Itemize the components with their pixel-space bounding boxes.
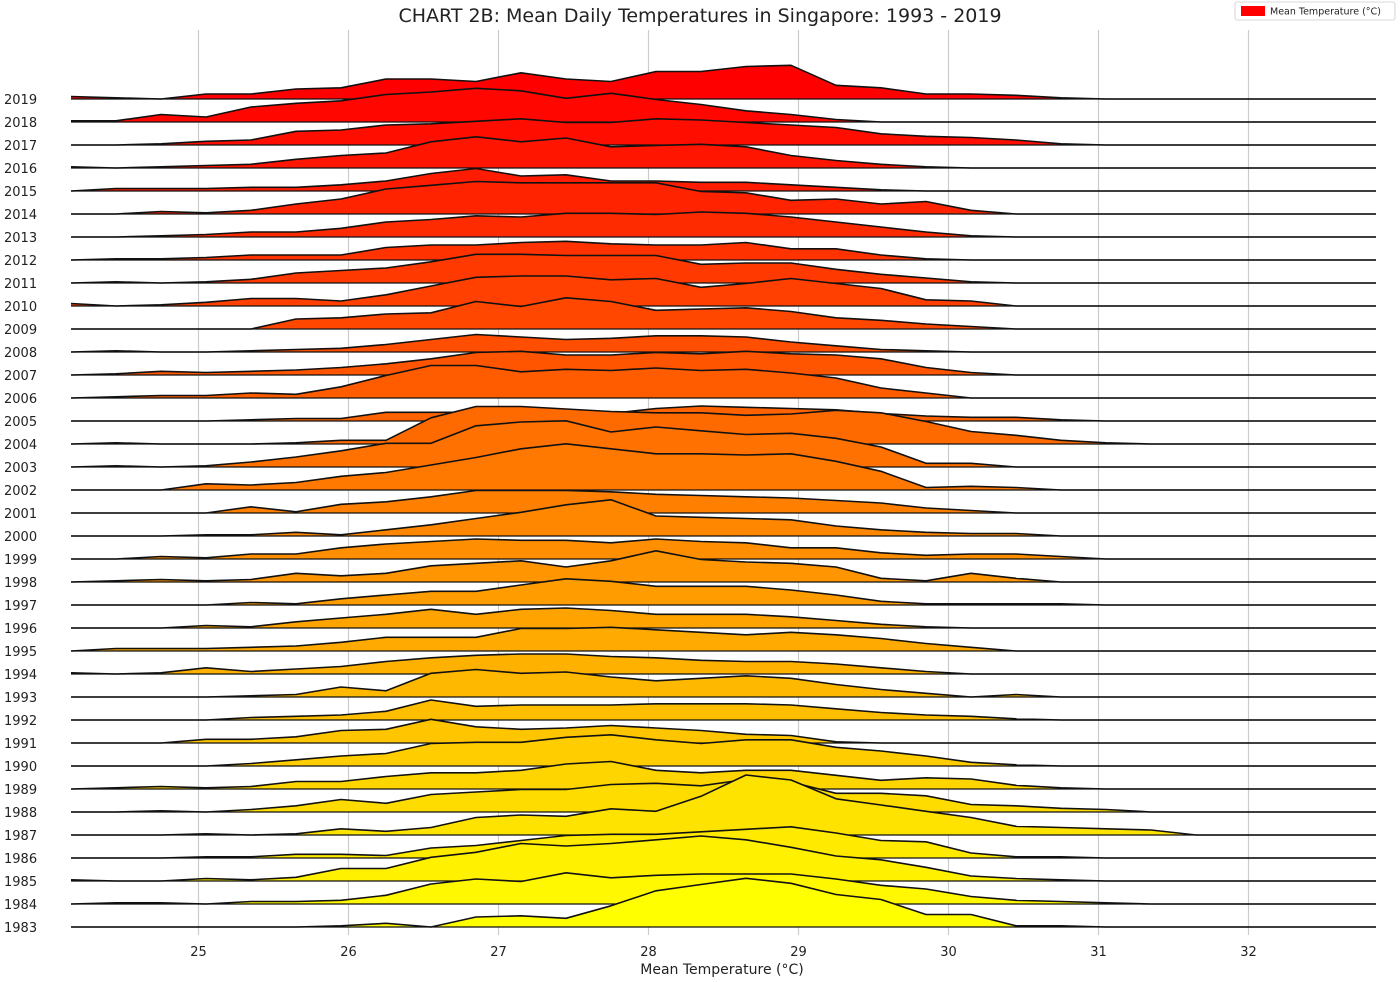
ridge-fill-2011 bbox=[71, 254, 1376, 283]
year-label-2010: 2010 bbox=[4, 300, 37, 315]
ridge-fill-2012 bbox=[71, 241, 1376, 260]
chart-title: CHART 2B: Mean Daily Temperatures in Sin… bbox=[398, 5, 1001, 27]
year-label-1995: 1995 bbox=[4, 645, 37, 660]
year-label-2019: 2019 bbox=[4, 93, 37, 108]
x-tick-label-29: 29 bbox=[790, 945, 807, 960]
legend: Mean Temperature (°C) bbox=[1234, 1, 1396, 21]
x-tick-label-28: 28 bbox=[640, 945, 657, 960]
year-label-1986: 1986 bbox=[4, 852, 37, 867]
year-label-1992: 1992 bbox=[4, 714, 37, 729]
ridge-fill-2010 bbox=[71, 276, 1376, 306]
year-label-layer: 2019 2018 2017 2016 2015 2014 2013 2012 2011 2010… bbox=[4, 93, 37, 936]
year-label-2013: 2013 bbox=[4, 231, 37, 246]
year-label-1989: 1989 bbox=[4, 783, 37, 798]
x-tick-layer: 25 26 27 28 29 30 31 32 bbox=[190, 945, 1257, 960]
x-axis-label: Mean Temperature (°C) bbox=[640, 962, 803, 978]
x-tick-label-26: 26 bbox=[340, 945, 357, 960]
ridge-fill-2019 bbox=[71, 65, 1376, 99]
legend-label: Mean Temperature (°C) bbox=[1270, 7, 1381, 18]
ridge-fill-1989 bbox=[71, 761, 1376, 789]
legend-frame bbox=[1234, 1, 1396, 21]
ridge-layer bbox=[70, 64, 1376, 928]
legend-swatch bbox=[1241, 6, 1265, 16]
year-label-1988: 1988 bbox=[4, 806, 37, 821]
ridge-fill-1997 bbox=[71, 578, 1376, 605]
ridge-fill-2013 bbox=[71, 212, 1376, 237]
year-label-2001: 2001 bbox=[4, 507, 37, 522]
year-label-1987: 1987 bbox=[4, 829, 37, 844]
year-label-2003: 2003 bbox=[4, 461, 37, 476]
year-label-2006: 2006 bbox=[4, 392, 37, 407]
year-label-1994: 1994 bbox=[4, 668, 37, 683]
year-label-1990: 1990 bbox=[4, 760, 37, 775]
ridge-fill-2004 bbox=[71, 406, 1376, 444]
ridge-fill-1992 bbox=[71, 700, 1376, 720]
year-label-1983: 1983 bbox=[4, 921, 37, 936]
ridge-fill-1996 bbox=[71, 608, 1376, 628]
year-label-2009: 2009 bbox=[4, 323, 37, 338]
x-tick-label-25: 25 bbox=[190, 945, 207, 960]
ridge-fill-2015 bbox=[71, 168, 1376, 191]
ridge-fill-2016 bbox=[71, 136, 1376, 168]
year-label-1984: 1984 bbox=[4, 898, 37, 913]
ridge-fill-2008 bbox=[71, 334, 1376, 352]
year-label-2018: 2018 bbox=[4, 116, 37, 131]
year-label-2002: 2002 bbox=[4, 484, 37, 499]
year-label-1991: 1991 bbox=[4, 737, 37, 752]
ridge-fill-1993 bbox=[71, 669, 1376, 697]
ridge-fill-2018 bbox=[71, 88, 1376, 122]
year-label-2007: 2007 bbox=[4, 369, 37, 384]
x-tick-label-27: 27 bbox=[490, 945, 507, 960]
year-label-1985: 1985 bbox=[4, 875, 37, 890]
x-tick-label-32: 32 bbox=[1240, 945, 1257, 960]
year-label-2014: 2014 bbox=[4, 208, 37, 223]
year-label-2000: 2000 bbox=[4, 530, 37, 545]
ridge-fill-1990 bbox=[71, 734, 1376, 766]
ridge-fill-2014 bbox=[71, 181, 1376, 214]
year-label-2017: 2017 bbox=[4, 139, 37, 154]
ridge-fill-1991 bbox=[71, 719, 1376, 743]
year-label-2016: 2016 bbox=[4, 162, 37, 177]
x-tick-label-31: 31 bbox=[1090, 945, 1107, 960]
year-label-2008: 2008 bbox=[4, 346, 37, 361]
year-label-2011: 2011 bbox=[4, 277, 37, 292]
year-label-1997: 1997 bbox=[4, 599, 37, 614]
ridge-fill-2009 bbox=[71, 297, 1376, 329]
year-label-2015: 2015 bbox=[4, 185, 37, 200]
ridge-fill-1983 bbox=[71, 878, 1376, 927]
year-label-1993: 1993 bbox=[4, 691, 37, 706]
x-tick-label-30: 30 bbox=[940, 945, 957, 960]
ridge-fill-1995 bbox=[71, 627, 1376, 651]
year-label-2004: 2004 bbox=[4, 438, 37, 453]
year-label-1996: 1996 bbox=[4, 622, 37, 637]
ridge-fill-1985 bbox=[71, 836, 1376, 881]
year-label-1999: 1999 bbox=[4, 553, 37, 568]
ridge-fill-1987 bbox=[71, 775, 1376, 835]
ridge-fill-1998 bbox=[71, 550, 1376, 582]
year-label-2012: 2012 bbox=[4, 254, 37, 269]
ridge-fill-1994 bbox=[71, 654, 1376, 674]
ridge-fill-2001 bbox=[71, 490, 1376, 513]
ridge-fill-2003 bbox=[71, 420, 1376, 467]
ridge-line-1987 bbox=[71, 774, 1376, 836]
ridge-fill-2007 bbox=[71, 351, 1376, 375]
year-label-2005: 2005 bbox=[4, 415, 37, 430]
ridge-fill-2002 bbox=[71, 443, 1376, 490]
year-label-1998: 1998 bbox=[4, 576, 37, 591]
